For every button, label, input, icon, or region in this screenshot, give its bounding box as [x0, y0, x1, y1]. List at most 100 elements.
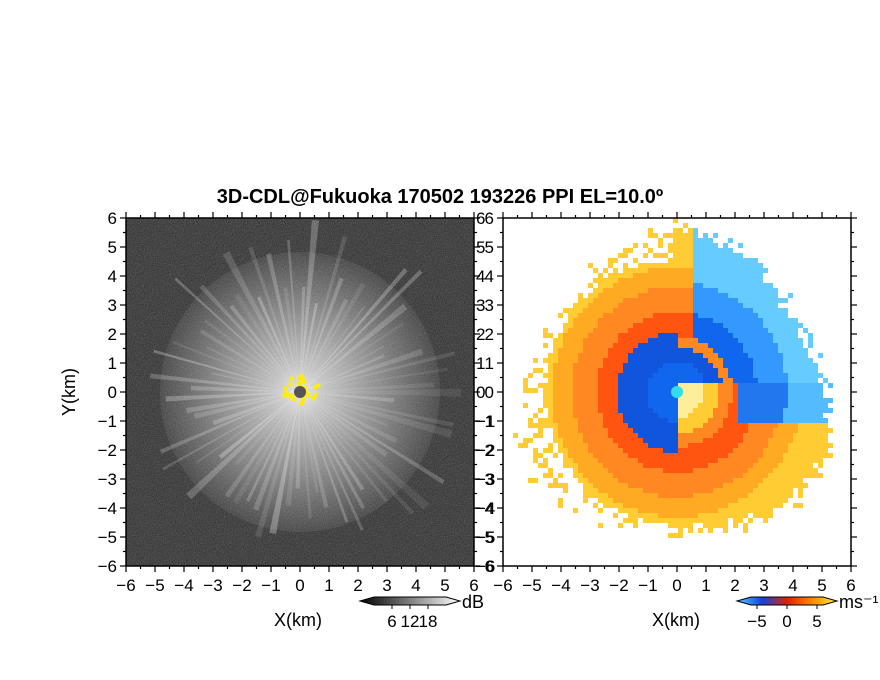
- velocity-pixel: [573, 303, 578, 308]
- velocity-pixel: [723, 488, 728, 493]
- velocity-pixel: [768, 378, 773, 383]
- velocity-pixel: [688, 448, 693, 453]
- velocity-pixel: [558, 393, 563, 398]
- velocity-pixel: [648, 478, 653, 483]
- velocity-pixel: [658, 318, 663, 323]
- velocity-pixel: [763, 368, 768, 373]
- velocity-pixel: [813, 378, 818, 383]
- y-tick-label: 3: [485, 296, 494, 315]
- velocity-pixel: [758, 318, 763, 323]
- velocity-pixel: [763, 363, 768, 368]
- velocity-pixel: [748, 298, 753, 303]
- velocity-pixel: [573, 473, 578, 478]
- velocity-pixel: [703, 443, 708, 448]
- velocity-pixel: [698, 448, 703, 453]
- velocity-pixel: [763, 443, 768, 448]
- clutter-pixel: [301, 377, 306, 382]
- velocity-pixel: [818, 398, 823, 403]
- velocity-pixel: [678, 403, 683, 408]
- velocity-pixel: [653, 373, 658, 378]
- velocity-pixel: [798, 363, 803, 368]
- velocity-pixel: [753, 343, 758, 348]
- velocity-pixel: [623, 408, 628, 413]
- velocity-pixel: [648, 323, 653, 328]
- velocity-pixel: [578, 348, 583, 353]
- velocity-pixel: [643, 378, 648, 383]
- velocity-pixel: [708, 288, 713, 293]
- velocity-pixel: [693, 388, 698, 393]
- velocity-pixel: [533, 423, 538, 428]
- velocity-pixel: [758, 338, 763, 343]
- velocity-pixel: [683, 303, 688, 308]
- velocity-pixel: [588, 298, 593, 303]
- velocity-pixel: [738, 393, 743, 398]
- velocity-pixel: [633, 293, 638, 298]
- velocity-pixel: [698, 353, 703, 358]
- velocity-pixel: [683, 353, 688, 358]
- velocity-pixel: [768, 508, 773, 513]
- velocity-pixel: [783, 498, 788, 503]
- velocity-pixel: [613, 258, 618, 263]
- velocity-pixel: [683, 468, 688, 473]
- velocity-pixel: [778, 473, 783, 478]
- velocity-pixel: [698, 238, 703, 243]
- velocity-pixel: [708, 498, 713, 503]
- velocity-pixel: [623, 263, 628, 268]
- velocity-pixel: [718, 313, 723, 318]
- velocity-pixel: [823, 423, 828, 428]
- velocity-pixel: [613, 373, 618, 378]
- velocity-pixel: [608, 483, 613, 488]
- velocity-pixel: [808, 448, 813, 453]
- velocity-pixel: [753, 348, 758, 353]
- velocity-pixel: [673, 218, 678, 223]
- velocity-pixel: [693, 453, 698, 458]
- velocity-pixel: [703, 328, 708, 333]
- velocity-pixel: [778, 313, 783, 318]
- velocity-pixel: [828, 453, 833, 458]
- velocity-pixel: [658, 518, 663, 523]
- velocity-pixel: [543, 458, 548, 463]
- velocity-pixel: [653, 298, 658, 303]
- velocity-pixel: [623, 438, 628, 443]
- velocity-pixel: [673, 498, 678, 503]
- velocity-pixel: [548, 333, 553, 338]
- velocity-pixel: [688, 453, 693, 458]
- velocity-pixel: [683, 413, 688, 418]
- velocity-pixel: [723, 338, 728, 343]
- velocity-pixel: [753, 283, 758, 288]
- velocity-pixel: [733, 253, 738, 258]
- velocity-pixel: [808, 358, 813, 363]
- velocity-pixel: [773, 373, 778, 378]
- velocity-pixel: [603, 433, 608, 438]
- velocity-pixel: [703, 398, 708, 403]
- velocity-pixel: [683, 248, 688, 253]
- velocity-pixel: [598, 363, 603, 368]
- velocity-pixel: [808, 433, 813, 438]
- velocity-pixel: [658, 243, 663, 248]
- velocity-pixel: [678, 358, 683, 363]
- velocity-pixel: [748, 318, 753, 323]
- velocity-pixel: [628, 423, 633, 428]
- velocity-pixel: [703, 268, 708, 273]
- velocity-pixel: [703, 348, 708, 353]
- velocity-pixel: [748, 368, 753, 373]
- velocity-pixel: [733, 493, 738, 498]
- velocity-pixel: [808, 368, 813, 373]
- velocity-pixel: [608, 398, 613, 403]
- velocity-pixel: [708, 488, 713, 493]
- y-tick-label: 4: [485, 267, 494, 286]
- velocity-pixel: [608, 403, 613, 408]
- velocity-pixel: [683, 408, 688, 413]
- velocity-pixel: [588, 463, 593, 468]
- velocity-pixel: [583, 483, 588, 488]
- velocity-pixel: [788, 483, 793, 488]
- velocity-pixel: [673, 263, 678, 268]
- velocity-pixel: [613, 483, 618, 488]
- velocity-pixel: [578, 458, 583, 463]
- velocity-pixel: [713, 333, 718, 338]
- velocity-pixel: [548, 418, 553, 423]
- velocity-pixel: [728, 463, 733, 468]
- velocity-pixel: [613, 303, 618, 308]
- velocity-pixel: [818, 438, 823, 443]
- velocity-pixel: [618, 403, 623, 408]
